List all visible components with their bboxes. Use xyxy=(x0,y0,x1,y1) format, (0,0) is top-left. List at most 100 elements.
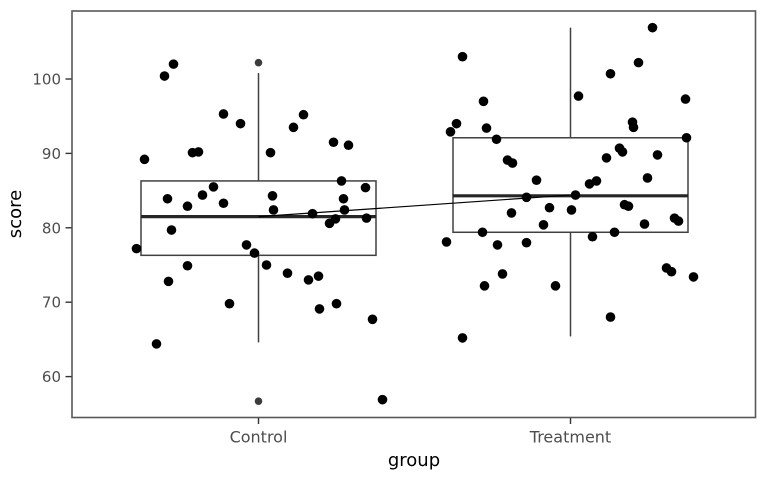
jitter-point xyxy=(550,281,561,291)
jitter-point xyxy=(339,205,350,215)
y-tick-label: 90 xyxy=(42,145,61,163)
jitter-points-treatment xyxy=(441,22,699,343)
jitter-point xyxy=(307,208,318,219)
jitter-point xyxy=(162,193,173,204)
jitter-point xyxy=(457,51,468,62)
y-tick-label: 100 xyxy=(32,71,61,89)
iqr-box xyxy=(452,137,689,234)
y-axis-title: score xyxy=(5,190,26,238)
y-tick-label: 80 xyxy=(42,219,61,237)
jitter-point xyxy=(609,227,620,238)
jitter-point xyxy=(249,248,260,258)
jitter-point xyxy=(605,312,616,322)
jitter-point xyxy=(506,208,517,218)
jitter-point xyxy=(163,276,174,287)
jitter-point xyxy=(282,268,293,278)
jitter-point xyxy=(338,193,349,204)
jitter-point xyxy=(478,96,489,107)
jitter-point xyxy=(235,118,246,129)
jitter-point xyxy=(193,147,204,157)
jitter-point xyxy=(479,281,490,291)
plot-panel xyxy=(71,10,757,419)
jitter-point xyxy=(331,298,342,309)
jitter-point xyxy=(544,202,555,213)
jitter-point xyxy=(361,213,372,223)
y-tick-label: 60 xyxy=(42,368,61,386)
y-tick-label: 70 xyxy=(42,294,61,312)
jitter-point xyxy=(261,260,272,270)
jitter-point xyxy=(639,219,650,229)
jitter-point xyxy=(680,94,691,104)
jitter-point xyxy=(151,339,162,349)
jitter-point xyxy=(497,269,508,279)
jitter-point xyxy=(573,91,584,101)
jitter-point xyxy=(617,147,628,157)
jitter-point xyxy=(642,173,653,183)
jitter-point xyxy=(633,57,644,68)
jitter-point xyxy=(166,225,177,235)
jitter-points-control xyxy=(131,59,388,405)
x-tick-label: Control xyxy=(230,428,288,447)
jitter-point xyxy=(538,220,549,230)
jitter-point xyxy=(521,237,532,248)
panel-border xyxy=(71,10,757,419)
jitter-point xyxy=(628,122,639,133)
jitter-point xyxy=(647,22,658,33)
jitter-point xyxy=(601,153,612,163)
jitter-point xyxy=(298,109,309,120)
jitter-point xyxy=(182,201,193,212)
jitter-point xyxy=(314,304,325,314)
jitter-point xyxy=(360,182,371,193)
box-group-treatment xyxy=(452,27,689,337)
jitter-point xyxy=(224,298,235,309)
jitter-point xyxy=(330,214,341,224)
jitter-point xyxy=(241,240,252,250)
outlier-point xyxy=(254,58,263,67)
jitter-point xyxy=(267,191,278,201)
outlier-point xyxy=(254,397,263,405)
jitter-point xyxy=(182,260,193,271)
jitter-point xyxy=(445,127,456,137)
jitter-point xyxy=(652,150,663,160)
jitter-point xyxy=(139,154,150,165)
jitter-point xyxy=(587,231,598,242)
jitter-point xyxy=(288,122,299,133)
jitter-point xyxy=(218,109,229,119)
jitter-point xyxy=(605,68,616,79)
jitter-point xyxy=(681,132,692,143)
jitter-point xyxy=(492,240,503,250)
jitter-point xyxy=(491,134,502,145)
jitter-point xyxy=(328,137,339,148)
jitter-point xyxy=(377,394,388,405)
jitter-point xyxy=(591,176,602,186)
jitter-point xyxy=(441,237,452,247)
jitter-point xyxy=(208,182,219,192)
jitter-point xyxy=(168,59,179,69)
jitter-point xyxy=(566,205,577,215)
jitter-point xyxy=(666,266,677,277)
jitter-point xyxy=(451,118,462,129)
jitter-point xyxy=(521,192,532,203)
jitter-point xyxy=(218,198,229,209)
jitter-point xyxy=(688,272,699,282)
x-axis-title: group xyxy=(388,450,440,471)
jitter-point xyxy=(159,71,170,81)
jitter-point xyxy=(367,314,378,325)
jitter-point xyxy=(265,147,276,158)
jitter-point xyxy=(481,123,492,133)
axes: 60 70 80 90 100 Control Treatment xyxy=(32,71,611,447)
x-tick-label: Treatment xyxy=(529,428,611,447)
jitter-point xyxy=(673,216,684,226)
jitter-point xyxy=(343,140,354,151)
jitter-point xyxy=(303,275,314,285)
jitter-point xyxy=(507,158,518,168)
jitter-point xyxy=(313,271,324,281)
jitter-point xyxy=(197,190,208,200)
jitter-point xyxy=(336,176,347,186)
jitter-point xyxy=(477,227,488,238)
jitter-point xyxy=(131,243,142,254)
jitter-point xyxy=(531,175,542,185)
jitter-point xyxy=(570,190,581,200)
